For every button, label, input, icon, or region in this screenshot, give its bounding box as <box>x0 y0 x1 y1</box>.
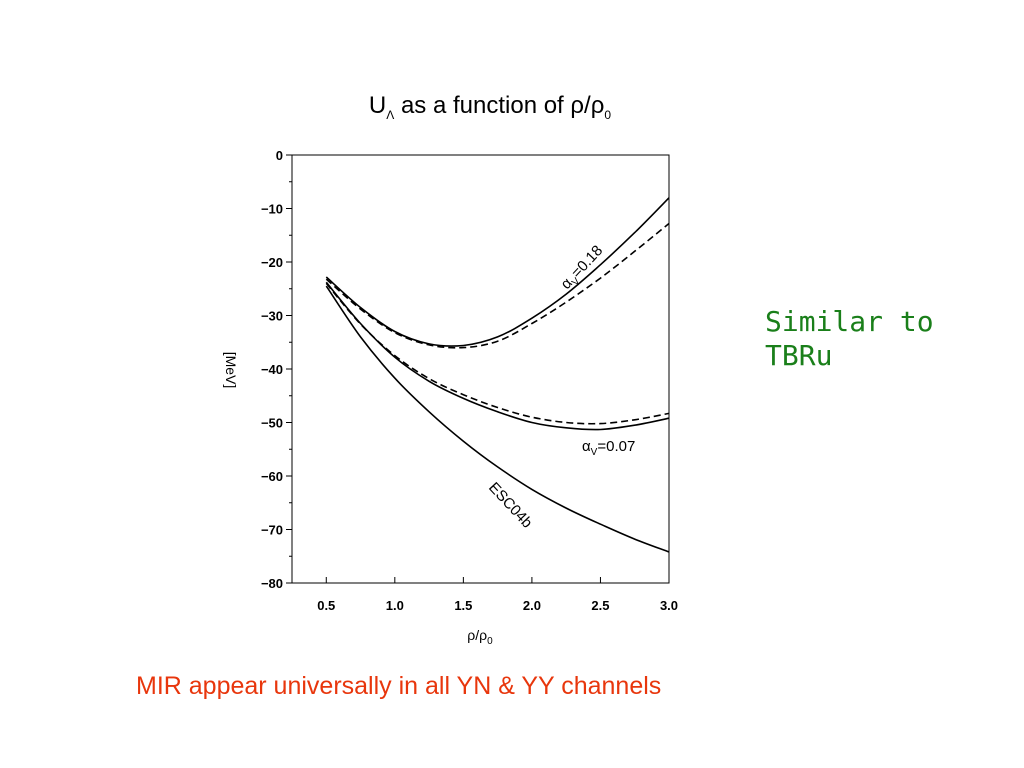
y-axis: 0 −10 −20 −30 −40 −50 −60 −70 −80 <box>261 148 292 591</box>
y-tick-label: 0 <box>276 148 283 163</box>
series-line-1 <box>325 222 670 349</box>
y-tick-label: −20 <box>261 255 283 270</box>
y-tick-label: −30 <box>261 309 283 324</box>
y-tick-label: −50 <box>261 416 283 431</box>
y-tick-label: −60 <box>261 469 283 484</box>
side-note: Similar to TBRu <box>765 305 934 372</box>
x-tick-label: 1.0 <box>386 598 404 613</box>
y-tick-label: −10 <box>261 202 283 217</box>
bottom-note: MIR appear universally in all YN & YY ch… <box>136 672 662 700</box>
series-line-3 <box>325 282 670 425</box>
y-tick-label: −70 <box>261 523 283 538</box>
y-tick-label: −80 <box>261 576 283 591</box>
plot-frame <box>291 154 670 584</box>
curve-label-alpha-007: αV=0.07 <box>582 438 635 458</box>
x-axis-title: ρ/ρ0 <box>467 627 493 647</box>
x-tick-label: 1.5 <box>454 598 472 613</box>
x-tick-label: 3.0 <box>660 598 678 613</box>
series-group <box>325 197 670 553</box>
series-line-0 <box>325 197 670 347</box>
x-tick-label: 2.0 <box>523 598 541 613</box>
series-line-4 <box>325 285 670 553</box>
x-tick-label: 0.5 <box>317 598 335 613</box>
y-axis-title: [MeV] <box>223 352 239 389</box>
x-axis: 0.5 1.0 1.5 2.0 2.5 3.0 <box>317 577 678 613</box>
chart-title: UΛ as a function of ρ/ρ0 <box>368 92 612 122</box>
curve-label-alpha-018: αV=0.18 <box>557 242 608 295</box>
series-line-2 <box>325 281 670 431</box>
y-tick-label: −40 <box>261 362 283 377</box>
x-tick-label: 2.5 <box>591 598 609 613</box>
